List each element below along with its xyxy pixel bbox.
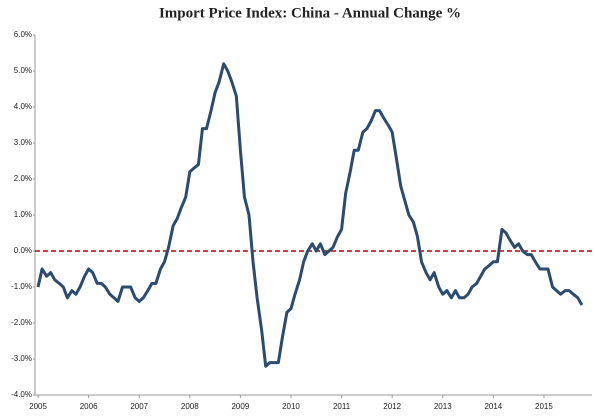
y-tick-label: 4.0% [14, 102, 32, 111]
x-tick-label: 2008 [181, 402, 199, 411]
y-tick-label: 2.0% [14, 174, 32, 183]
x-tick-label: 2012 [383, 402, 401, 411]
x-tick-label: 2009 [231, 402, 249, 411]
chart-title: Import Price Index: China - Annual Chang… [159, 5, 461, 21]
y-tick-label: -1.0% [11, 282, 32, 291]
y-tick-label: -4.0% [11, 390, 32, 399]
x-tick-label: 2013 [434, 402, 452, 411]
x-tick-label: 2005 [29, 402, 47, 411]
x-tick-label: 2006 [80, 402, 98, 411]
y-tick-label: 0.0% [14, 246, 32, 255]
x-tick-label: 2015 [535, 402, 553, 411]
x-tick-label: 2010 [282, 402, 300, 411]
y-tick-label: 6.0% [14, 30, 32, 39]
data-line [36, 62, 584, 368]
x-tick-label: 2007 [130, 402, 148, 411]
y-tick-label: 3.0% [14, 138, 32, 147]
x-tick-label: 2014 [484, 402, 502, 411]
y-tick-label: 1.0% [14, 210, 32, 219]
x-tick-label: 2011 [333, 402, 351, 411]
y-tick-label: -2.0% [11, 318, 32, 327]
y-tick-label: -3.0% [11, 354, 32, 363]
y-tick-label: 5.0% [14, 66, 32, 75]
